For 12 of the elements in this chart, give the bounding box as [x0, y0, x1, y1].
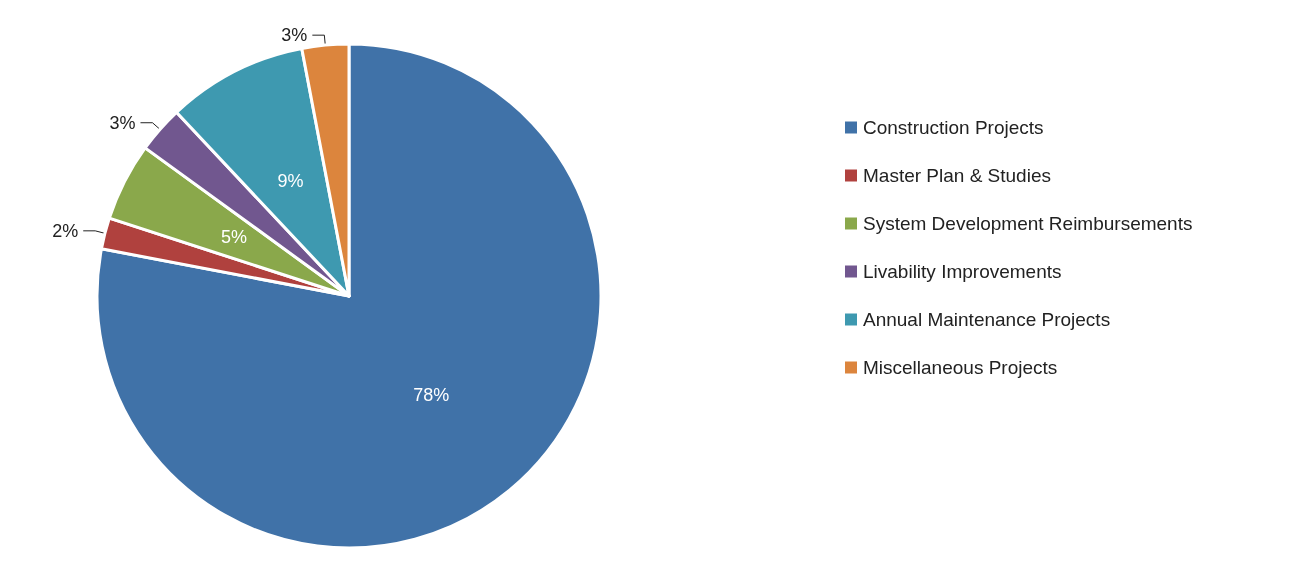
- data-label: 9%: [277, 171, 304, 192]
- data-label: 78%: [413, 385, 450, 406]
- legend-label: System Development Reimbursements: [863, 213, 1193, 234]
- data-label: 3%: [109, 112, 136, 133]
- legend-label: Construction Projects: [863, 117, 1044, 138]
- data-label: 2%: [52, 220, 79, 241]
- legend-label: Annual Maintenance Projects: [863, 309, 1111, 330]
- data-label: 3%: [281, 25, 308, 46]
- legend-label: Miscellaneous Projects: [863, 357, 1058, 378]
- legend-label: Livability Improvements: [863, 261, 1062, 282]
- data-label: 5%: [221, 227, 248, 248]
- legend-label: Master Plan & Studies: [863, 165, 1051, 186]
